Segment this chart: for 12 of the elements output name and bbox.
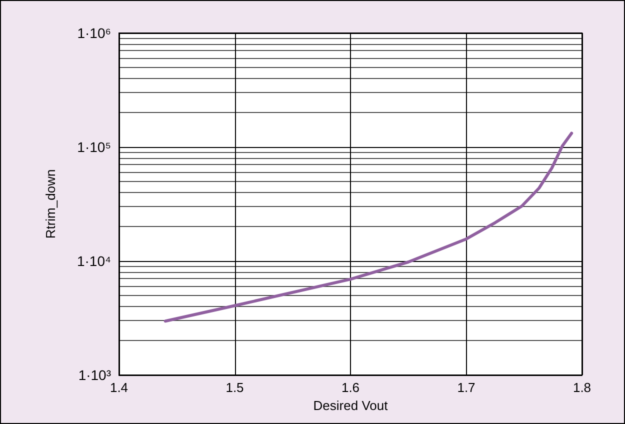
x-tick-label: 1.7: [457, 380, 476, 395]
x-tick-label: 1.8: [572, 380, 592, 395]
y-tick-label: 1·10⁶: [77, 25, 111, 41]
y-tick-label: 1·10³: [78, 367, 112, 383]
y-tick-label: 1·10⁴: [76, 253, 111, 269]
x-tick-label: 1.6: [341, 380, 360, 395]
x-tick-label: 1.4: [110, 380, 128, 395]
x-tick-label: 1.5: [226, 380, 244, 395]
x-axis-title: Desired Vout: [313, 398, 388, 413]
y-tick-label: 1·10⁵: [77, 139, 111, 155]
line-series: [164, 132, 574, 323]
y-axis-title: Rtrim_down: [43, 169, 58, 239]
